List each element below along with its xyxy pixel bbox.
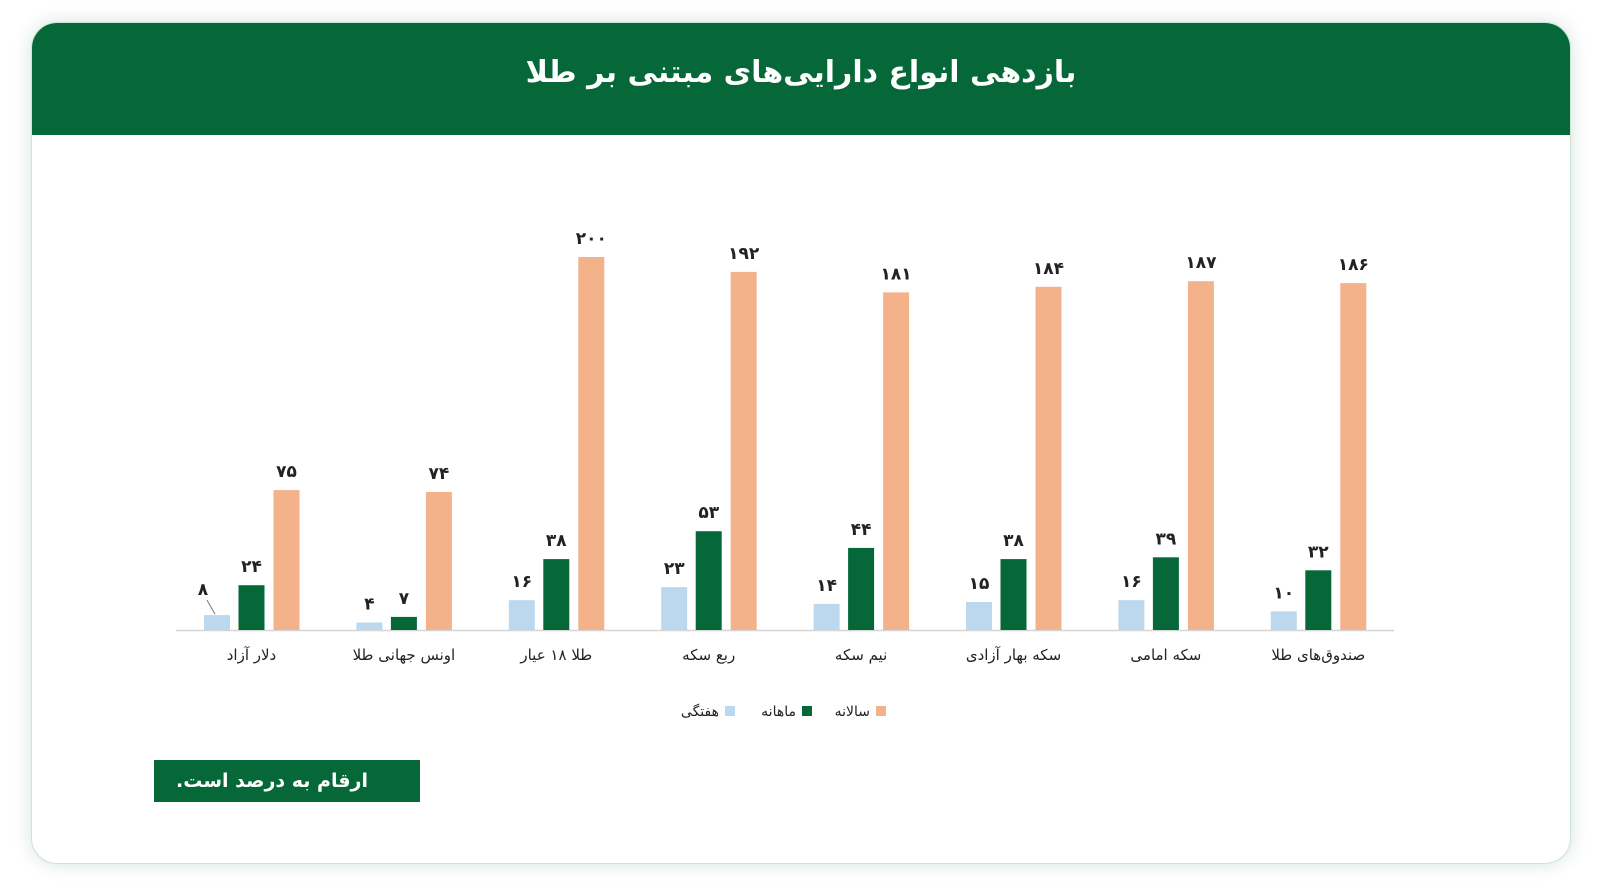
chart-title: بازدهی انواع دارایی‌های مبتنی بر طلا <box>525 55 1077 90</box>
header-banner: بازدهی انواع دارایی‌های مبتنی بر طلا <box>32 23 1570 135</box>
chart-card: بازدهی انواع دارایی‌های مبتنی بر طلا <box>31 22 1571 864</box>
unit-note: ارقام به درصد است. <box>154 760 420 802</box>
